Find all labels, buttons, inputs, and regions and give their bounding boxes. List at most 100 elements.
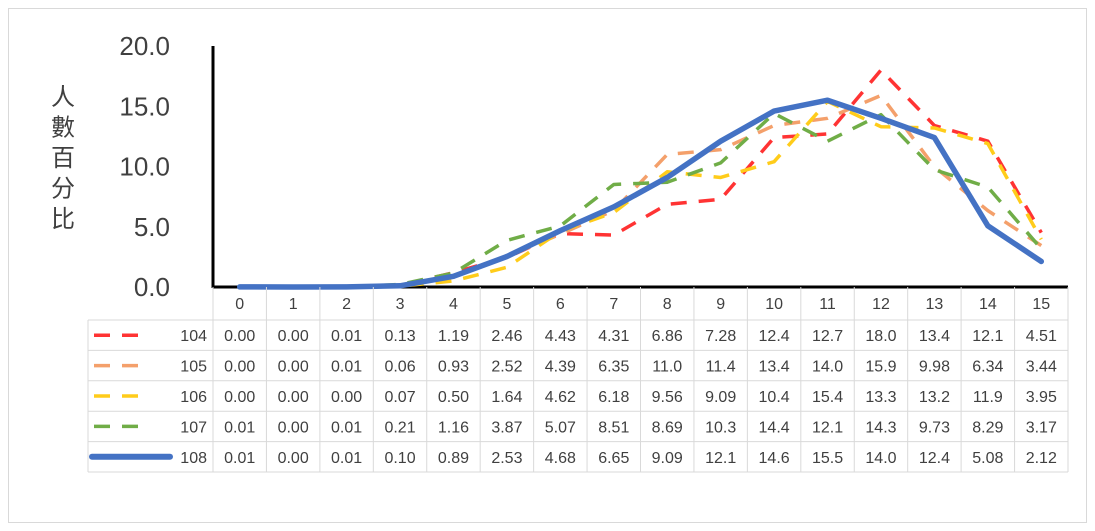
- table-cell-value: 4.31: [598, 328, 629, 345]
- x-tick-label: 0: [235, 296, 244, 313]
- table-cell-value: 2.12: [1026, 450, 1057, 467]
- x-tick-label: 11: [819, 296, 836, 313]
- y-tick-label: 5.0: [134, 212, 170, 242]
- table-cell-value: 11.4: [706, 359, 736, 376]
- table-cell-value: 0.21: [384, 419, 415, 436]
- x-tick-label: 8: [663, 296, 672, 313]
- table-cell-value: 0.13: [384, 328, 415, 345]
- table-cell-value: 9.09: [705, 389, 736, 406]
- legend-label: 106: [180, 389, 207, 406]
- y-axis-title: 人數百分比: [51, 83, 75, 233]
- table-cell-value: 4.51: [1026, 328, 1057, 345]
- table-cell-value: 15.9: [865, 359, 896, 376]
- series-108-line: [236, 97, 1045, 290]
- table-cell-value: 7.28: [705, 328, 736, 345]
- table-cell-value: 4.39: [545, 359, 576, 376]
- table-cell-value: 4.43: [545, 328, 576, 345]
- table-cell-value: 8.29: [972, 419, 1003, 436]
- y-axis-ticks: 0.0 5.0 10.0 15.0 20.0: [119, 31, 170, 302]
- table-cell-value: 0.00: [278, 359, 309, 376]
- x-tick-label: 7: [609, 296, 618, 313]
- table-cell-value: 10.4: [759, 389, 790, 406]
- y-tick-label: 10.0: [119, 152, 170, 182]
- x-tick-label: 9: [716, 296, 725, 313]
- table-cell-value: 13.4: [759, 359, 790, 376]
- table-cell-value: 14.0: [865, 450, 896, 467]
- table-cell-value: 0.01: [224, 419, 255, 436]
- table-cell-value: 4.68: [545, 450, 576, 467]
- table-cell-value: 3.17: [1026, 419, 1057, 436]
- series-107-line: [239, 111, 1043, 289]
- table-cell-value: 14.3: [865, 419, 896, 436]
- table-cell-value: 9.09: [652, 450, 683, 467]
- x-tick-label: 13: [926, 296, 944, 313]
- legend-label: 105: [180, 359, 207, 376]
- table-cell-value: 4.62: [545, 389, 576, 406]
- table-cell-value: 5.07: [545, 419, 576, 436]
- table-cell-value: 0.01: [331, 419, 362, 436]
- table-cell-value: 0.07: [384, 389, 415, 406]
- x-tick-label: 6: [556, 296, 565, 313]
- table-cell-value: 6.34: [972, 359, 1003, 376]
- x-tick-label: 1: [289, 296, 298, 313]
- table-cell-value: 14.0: [812, 359, 843, 376]
- y-axis-label: 人數百分比: [51, 83, 75, 233]
- table-cell-value: 6.18: [598, 389, 629, 406]
- table-cell-value: 3.87: [491, 419, 522, 436]
- table-cell-value: 11.9: [973, 389, 1003, 406]
- table-cell-value: 6.65: [598, 450, 629, 467]
- table-cell-value: 0.00: [224, 389, 255, 406]
- x-tick-label: 15: [1032, 296, 1050, 313]
- table-cell-value: 2.46: [491, 328, 522, 345]
- table-cell-value: 18.0: [865, 328, 896, 345]
- table-cell-value: 0.00: [278, 450, 309, 467]
- table-cell-value: 2.53: [491, 450, 522, 467]
- table-cell-value: 14.4: [759, 419, 790, 436]
- legend-label: 107: [180, 419, 207, 436]
- table-cell-value: 14.6: [759, 450, 790, 467]
- table-cell-value: 13.2: [919, 389, 950, 406]
- x-tick-label: 14: [979, 296, 997, 313]
- table-cell-value: 0.93: [438, 359, 469, 376]
- table-cell-value: 0.01: [331, 328, 362, 345]
- table-cell-value: 12.1: [972, 328, 1003, 345]
- table-cell-value: 3.95: [1026, 389, 1057, 406]
- table-cell-value: 12.7: [812, 328, 843, 345]
- table-cell-value: 1.19: [438, 328, 469, 345]
- table-cell-value: 0.00: [278, 389, 309, 406]
- plot-area: [211, 46, 1068, 290]
- table-cell-value: 0.00: [278, 419, 309, 436]
- table-cell-value: 6.35: [598, 359, 629, 376]
- table-cell-value: 5.08: [972, 450, 1003, 467]
- table-cell-value: 0.01: [331, 359, 362, 376]
- table-cell-value: 6.86: [652, 328, 683, 345]
- table-cell-value: 12.4: [759, 328, 790, 345]
- y-tick-label: 0.0: [134, 272, 170, 302]
- table-cell-value: 0.01: [331, 450, 362, 467]
- table-cell-value: 12.4: [919, 450, 950, 467]
- table-cell-value: 15.5: [812, 450, 843, 467]
- table-cell-value: 8.69: [652, 419, 683, 436]
- table-cell-value: 12.1: [812, 419, 843, 436]
- table-cell-value: 2.52: [491, 359, 522, 376]
- table-cell-value: 10.3: [705, 419, 736, 436]
- table-cell-value: 9.56: [652, 389, 683, 406]
- table-cell-value: 13.4: [919, 328, 950, 345]
- table-cell-value: 0.00: [331, 389, 362, 406]
- table-cell-value: 3.44: [1026, 359, 1057, 376]
- x-tick-label: 3: [396, 296, 405, 313]
- x-tick-label: 2: [342, 296, 351, 313]
- x-tick-label: 12: [872, 296, 890, 313]
- table-cell-value: 15.4: [812, 389, 843, 406]
- table-cell-value: 9.98: [919, 359, 950, 376]
- table-cell-value: 13.3: [865, 389, 896, 406]
- legend-label: 108: [180, 450, 207, 467]
- table-cell-value: 1.16: [438, 419, 469, 436]
- table-cell-value: 1.64: [491, 389, 522, 406]
- table-cell-value: 0.10: [384, 450, 415, 467]
- table-cell-value: 0.00: [224, 328, 255, 345]
- table-cell-value: 0.00: [224, 359, 255, 376]
- table-cell-value: 0.06: [384, 359, 415, 376]
